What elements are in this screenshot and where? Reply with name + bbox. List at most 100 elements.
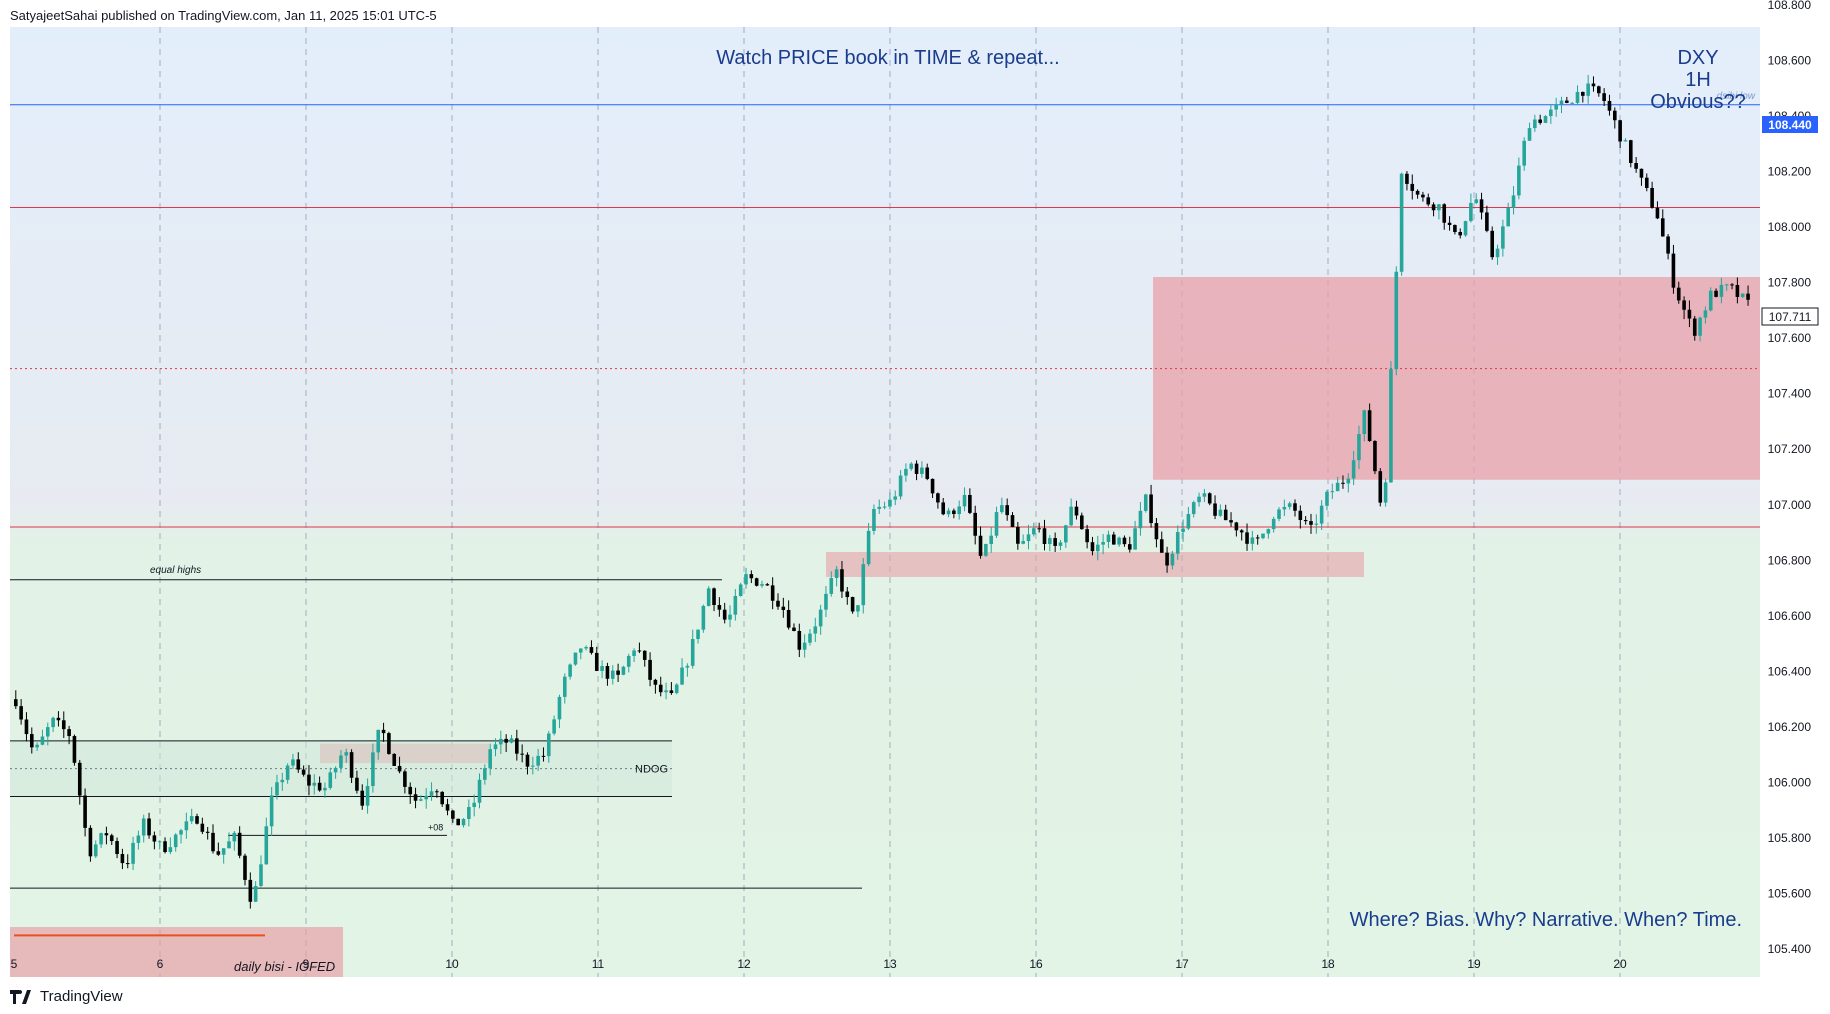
candle-body xyxy=(195,816,199,824)
candle-body xyxy=(1351,460,1356,479)
candle-body xyxy=(1095,544,1100,552)
candle-body xyxy=(1341,482,1345,484)
candle-body xyxy=(275,782,279,796)
candle-body xyxy=(1613,110,1617,121)
candle-body xyxy=(93,844,98,857)
candle-body xyxy=(914,463,919,474)
candle-body xyxy=(381,729,386,734)
candle-body xyxy=(685,665,690,668)
candle-body xyxy=(1117,537,1121,545)
publisher-header: SatyajeetSahai published on TradingView.… xyxy=(10,8,437,23)
candle-body xyxy=(269,795,274,827)
annotation-top-center: Watch PRICE book in TIME & repeat... xyxy=(716,47,1059,69)
levels xyxy=(10,104,1760,937)
price-tick-106-000: 106.000 xyxy=(1768,776,1812,790)
candle-body xyxy=(1687,309,1692,319)
candle-body xyxy=(1597,86,1601,94)
price-axis[interactable]: 108.800108.600108.400108.200108.000107.8… xyxy=(1768,0,1812,956)
candle-body xyxy=(371,752,375,786)
candle-body xyxy=(781,606,786,610)
candle-body xyxy=(1682,300,1686,310)
candle-body xyxy=(605,666,610,679)
candle-body xyxy=(152,835,157,842)
level-labels: dsibi low equal highs NDOG +08 daily bisi - … xyxy=(150,91,1756,974)
candle-body xyxy=(1303,520,1308,522)
candle-body xyxy=(1143,494,1148,511)
candle-body xyxy=(429,791,434,796)
candle-body xyxy=(136,835,141,843)
candle-body xyxy=(205,831,210,833)
candle-body xyxy=(797,630,802,650)
candle-body xyxy=(280,779,285,783)
candle-body xyxy=(1287,503,1292,507)
candle-body xyxy=(1719,284,1724,297)
candle-body xyxy=(397,765,402,772)
candle-body xyxy=(1064,525,1068,543)
candle-body xyxy=(749,574,754,579)
candle-body xyxy=(968,494,972,513)
candle-body xyxy=(840,569,844,592)
candle-body xyxy=(349,752,354,778)
candle-body xyxy=(184,821,189,831)
candle-body xyxy=(642,650,647,660)
candle-body xyxy=(1389,369,1393,483)
candle-body xyxy=(1708,290,1713,311)
candle-body xyxy=(1639,168,1644,178)
candle-body xyxy=(1080,515,1084,530)
tradingview-logo[interactable]: TradingView xyxy=(10,988,123,1005)
tradingview-logo-icon xyxy=(10,989,31,1004)
candle-body xyxy=(1511,195,1516,209)
candle-body xyxy=(445,804,450,811)
candle-body xyxy=(1660,218,1665,237)
level-price-tag: 108.440 xyxy=(1762,116,1818,133)
candle-body xyxy=(1575,91,1580,103)
candle-body xyxy=(1373,440,1377,472)
candle-body xyxy=(1543,116,1548,123)
candle-body xyxy=(984,544,988,556)
candle-body xyxy=(1197,496,1201,503)
candle-body xyxy=(1282,506,1287,510)
candle-body xyxy=(888,499,892,507)
candle-body xyxy=(424,795,429,800)
candle-body xyxy=(760,584,764,586)
candle-body xyxy=(765,584,770,586)
candle-body xyxy=(589,647,594,653)
candle-body xyxy=(1506,208,1510,227)
candle-body xyxy=(1676,287,1681,301)
candle-body xyxy=(978,535,983,556)
candle-body xyxy=(925,467,930,479)
candle-body xyxy=(125,863,130,865)
candle-body xyxy=(285,765,290,780)
candle-body xyxy=(1746,293,1750,300)
candle-body xyxy=(392,753,397,766)
candle-body xyxy=(1410,183,1415,191)
candle-body xyxy=(56,717,61,721)
candle-body xyxy=(1357,434,1361,461)
candle-body xyxy=(744,574,748,585)
price-tick-108-000: 108.000 xyxy=(1768,220,1812,234)
price-tick-107-200: 107.200 xyxy=(1768,442,1812,456)
candle-body xyxy=(1010,515,1015,527)
candle-body xyxy=(856,605,860,612)
candle-body xyxy=(1159,539,1164,553)
candle-body xyxy=(557,696,562,720)
time-axis[interactable]: 5 6 9 10 11 12 13 16 17 18 19 20 xyxy=(11,957,1627,971)
candle-body xyxy=(1453,225,1457,232)
level-label-dsibi-low: dsibi low xyxy=(1717,91,1756,102)
candle-body xyxy=(1479,199,1484,213)
candle-body xyxy=(1138,510,1143,529)
candle-body xyxy=(344,752,349,756)
candle-body xyxy=(1554,104,1558,110)
candle-body xyxy=(45,727,50,737)
candle-body xyxy=(493,744,498,750)
candle-body xyxy=(456,818,460,826)
candle-body xyxy=(1133,528,1137,550)
candle-body xyxy=(1399,173,1404,272)
candle-body xyxy=(1016,526,1020,544)
candle-body xyxy=(1607,101,1612,111)
candle-body xyxy=(387,733,391,754)
candle-body xyxy=(296,759,301,770)
candle-body xyxy=(1154,523,1159,540)
candle-body xyxy=(1309,521,1313,525)
